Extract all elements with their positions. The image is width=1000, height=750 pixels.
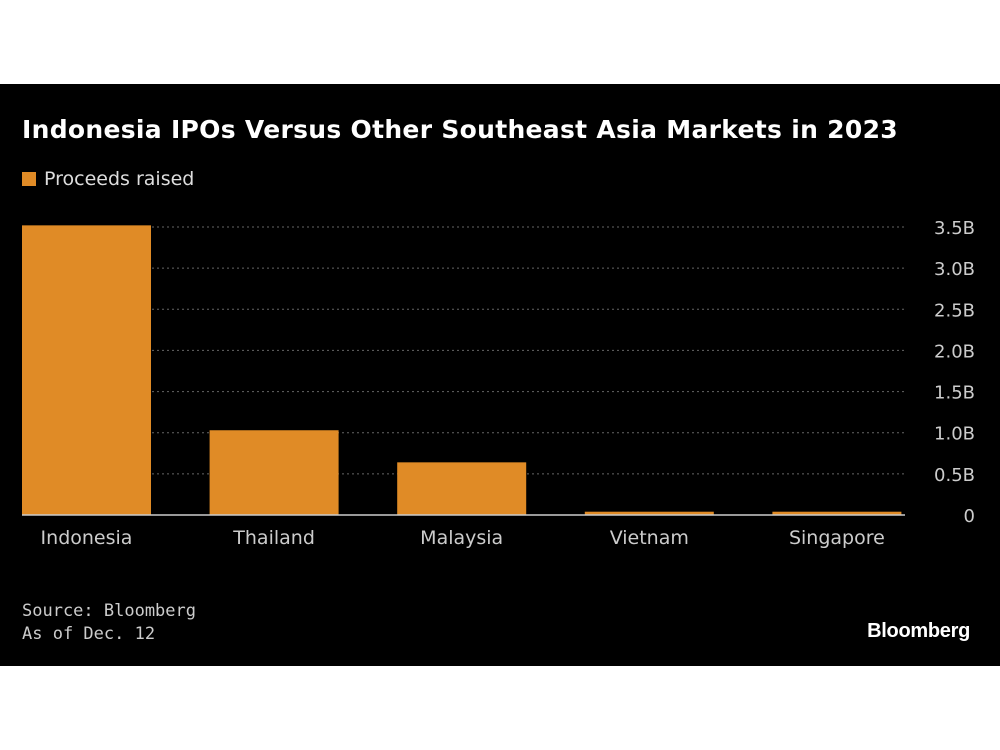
- source-note: Source: Bloomberg As of Dec. 12: [22, 600, 196, 646]
- x-tick-label: Thailand: [232, 527, 315, 549]
- x-tick-label: Vietnam: [610, 527, 689, 549]
- legend-swatch: [22, 172, 36, 186]
- legend: Proceeds raised: [22, 168, 194, 190]
- y-tick-label: 2.0B: [934, 341, 975, 362]
- x-tick-label: Singapore: [789, 527, 885, 549]
- bar-malaysia: [397, 462, 527, 515]
- y-tick-label: 1.5B: [934, 383, 975, 404]
- bar-singapore: [772, 511, 902, 515]
- y-tick-label: 1.0B: [934, 424, 975, 445]
- y-tick-label: 3.0B: [934, 259, 975, 280]
- y-tick-label: 0.5B: [934, 465, 975, 486]
- bar-thailand: [209, 430, 339, 515]
- bar-vietnam: [584, 511, 714, 515]
- source-text: Source: Bloomberg: [22, 601, 196, 621]
- bar-indonesia: [22, 225, 151, 515]
- chart-panel: Indonesia IPOs Versus Other Southeast As…: [0, 84, 1000, 666]
- bar-chart: 0 0.5B 1.0B 1.5B 2.0B 2.5B 3.0B 3.5B Indonesia Th…: [22, 218, 975, 549]
- chart-title: Indonesia IPOs Versus Other Southeast As…: [22, 115, 898, 144]
- date-note: As of Dec. 12: [22, 624, 156, 644]
- y-tick-label: 2.5B: [934, 300, 975, 321]
- y-tick-label: 3.5B: [934, 218, 975, 239]
- legend-label: Proceeds raised: [44, 168, 195, 190]
- bloomberg-logo: Bloomberg: [867, 620, 970, 642]
- x-tick-label: Malaysia: [420, 527, 503, 549]
- x-tick-label: Indonesia: [41, 527, 133, 549]
- y-tick-label: 0: [964, 506, 975, 527]
